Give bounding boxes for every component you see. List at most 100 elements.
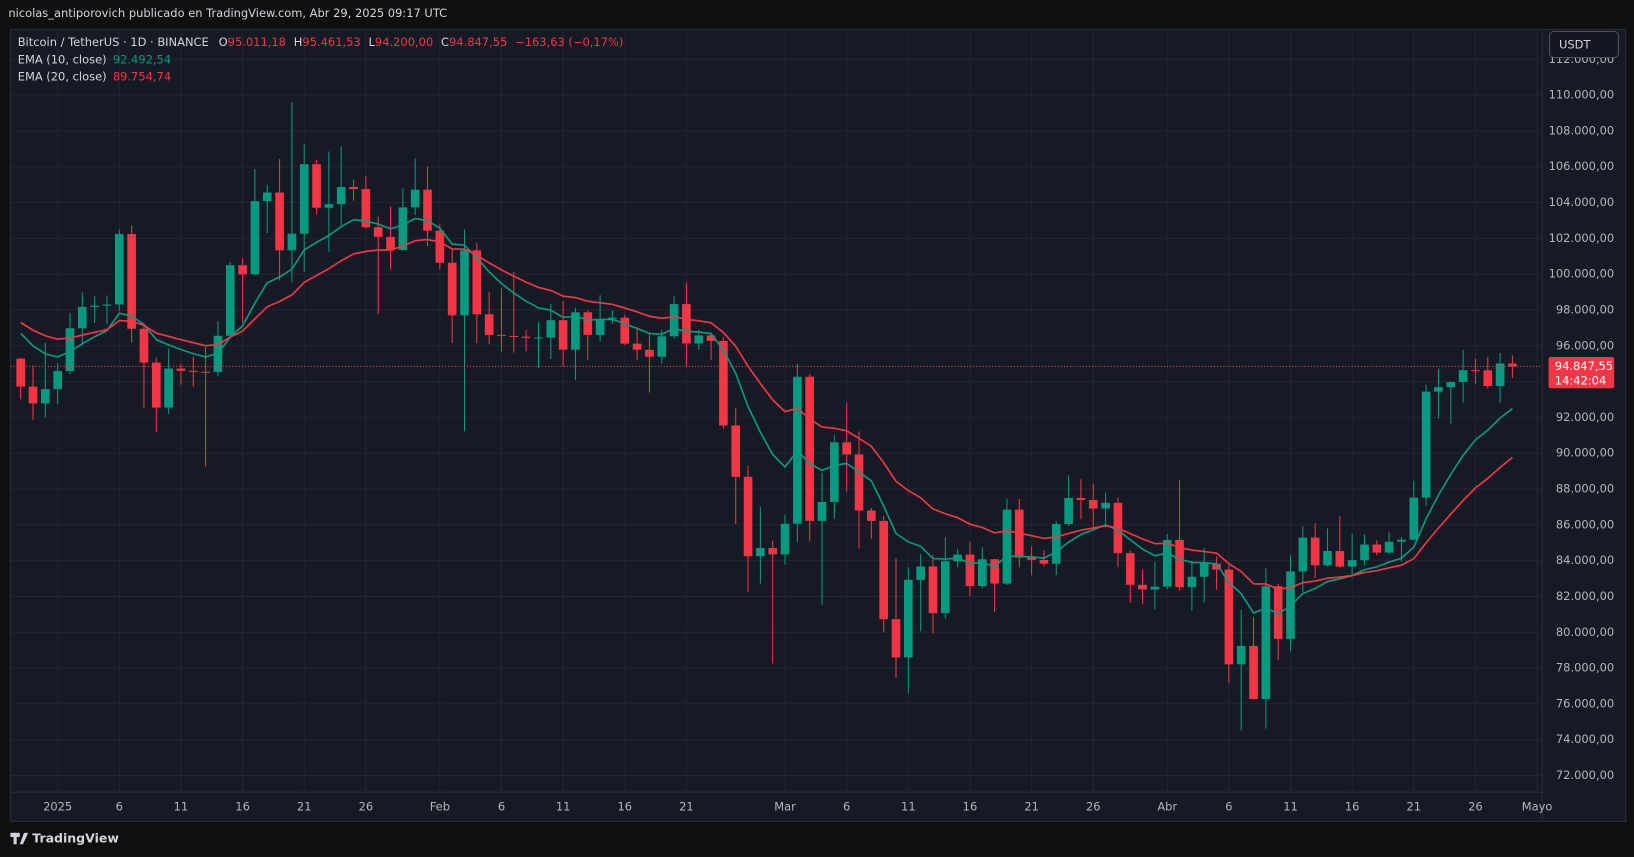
candle-body xyxy=(904,579,913,658)
candle-body xyxy=(1027,557,1036,560)
candle-body xyxy=(102,304,112,306)
candle-body xyxy=(1224,569,1234,665)
candle-body xyxy=(1360,544,1369,561)
candle-body xyxy=(817,501,827,521)
candle-body xyxy=(1372,544,1382,553)
candle-body xyxy=(743,476,753,557)
candle-body xyxy=(928,566,938,614)
y-tick-label: 74.000,00 xyxy=(1556,732,1614,746)
candle-body xyxy=(1508,363,1517,367)
candle-body xyxy=(534,337,543,339)
candle-body xyxy=(1273,586,1283,639)
x-tick-label: 6 xyxy=(116,799,123,813)
x-tick-label: Mayo xyxy=(1522,799,1553,813)
y-tick-label: 102.000,00 xyxy=(1549,231,1615,245)
candle-body xyxy=(608,317,617,319)
candle-body xyxy=(1310,537,1320,566)
countdown-label: 14:42:04 xyxy=(1555,374,1606,388)
candle-body xyxy=(632,343,642,350)
candle-body xyxy=(1051,523,1061,564)
candle-body xyxy=(1236,645,1246,665)
candle-body xyxy=(891,619,901,658)
candle-body xyxy=(571,312,580,350)
candle-body xyxy=(447,262,457,316)
y-tick-label: 108.000,00 xyxy=(1549,123,1615,137)
candle-body xyxy=(990,559,999,584)
candle-body xyxy=(1384,541,1394,553)
x-tick-label: Abr xyxy=(1157,799,1177,813)
candle-body xyxy=(312,164,321,208)
last-price-box xyxy=(1548,357,1615,389)
legend-value: 89.754,74 xyxy=(113,69,171,83)
plot xyxy=(10,102,1543,731)
brand-name: TradingView xyxy=(32,831,119,846)
x-tick-label: 6 xyxy=(1225,799,1232,813)
candle-body xyxy=(299,164,309,234)
x-tick-label: Mar xyxy=(774,799,796,813)
candle-body xyxy=(28,386,38,404)
candle-body xyxy=(410,189,420,208)
candle-body xyxy=(1125,553,1135,585)
ohlc-value: 95.011,18 xyxy=(228,34,286,48)
candle-body xyxy=(65,328,75,372)
candle-body xyxy=(1434,387,1443,392)
y-tick-label: 110.000,00 xyxy=(1549,88,1615,102)
currency-button[interactable] xyxy=(1549,30,1619,59)
candle-body xyxy=(731,425,741,477)
candle-body xyxy=(1446,381,1456,388)
candle-body xyxy=(139,328,149,363)
last-price-label: 94.847,55 xyxy=(1555,359,1613,373)
candle-body xyxy=(1162,539,1172,587)
x-tick-label: 21 xyxy=(679,799,694,813)
legend-value: 92.492,54 xyxy=(113,52,171,66)
candle-body xyxy=(1471,370,1480,372)
legend-name: EMA (10, close) xyxy=(18,52,107,66)
ohlc-key: L xyxy=(369,34,376,48)
ohlc-value: 94.847,55 xyxy=(449,34,507,48)
candle-body xyxy=(1347,560,1357,567)
y-tick-label: 96.000,00 xyxy=(1556,338,1614,352)
candle-body xyxy=(324,204,334,208)
candle-body xyxy=(595,318,605,335)
candle-body xyxy=(1212,563,1221,570)
candle-body xyxy=(1323,550,1332,566)
candle-body xyxy=(521,336,531,338)
candle-body xyxy=(151,362,161,408)
candle-body xyxy=(287,233,297,251)
x-tick-label: 2025 xyxy=(43,799,72,813)
candle-body xyxy=(509,335,519,337)
candle-body xyxy=(1397,539,1406,542)
ema-legend: EMA (10, close) 92.492,54 xyxy=(18,52,171,66)
candle-body xyxy=(1483,370,1493,387)
candle-body xyxy=(1199,563,1209,577)
candle-body xyxy=(90,305,99,307)
candle-body xyxy=(77,306,87,329)
candle-body xyxy=(53,371,62,390)
candle-body xyxy=(398,207,408,251)
candle-body xyxy=(830,442,839,502)
y-tick-label: 100.000,00 xyxy=(1549,267,1615,281)
x-tick-label: 26 xyxy=(1086,799,1101,813)
candle-body xyxy=(41,389,50,404)
candle-body xyxy=(349,186,358,190)
y-tick-label: 106.000,00 xyxy=(1549,159,1615,173)
x-tick-label: 21 xyxy=(1407,799,1422,813)
candle-body xyxy=(460,250,469,316)
ema-legend: EMA (20, close) 89.754,74 xyxy=(18,69,171,83)
candle-body xyxy=(250,201,260,275)
candle-body xyxy=(1187,576,1197,588)
candle-body xyxy=(842,442,851,455)
candle-body xyxy=(361,189,371,228)
x-tick-label: 11 xyxy=(556,799,571,813)
currency-label[interactable]: USDT xyxy=(1559,38,1591,52)
x-tick-label: 26 xyxy=(359,799,374,813)
y-tick-label: 82.000,00 xyxy=(1556,589,1614,603)
candle-body xyxy=(1101,502,1110,509)
ohlc-key: O xyxy=(219,34,228,48)
brand-logo: TradingView xyxy=(10,831,119,846)
candle-body xyxy=(127,234,136,329)
grid xyxy=(10,29,1543,793)
candle-body xyxy=(275,192,284,251)
candle-body xyxy=(1249,645,1258,700)
ohlc-value: 94.200,00 xyxy=(375,34,433,48)
